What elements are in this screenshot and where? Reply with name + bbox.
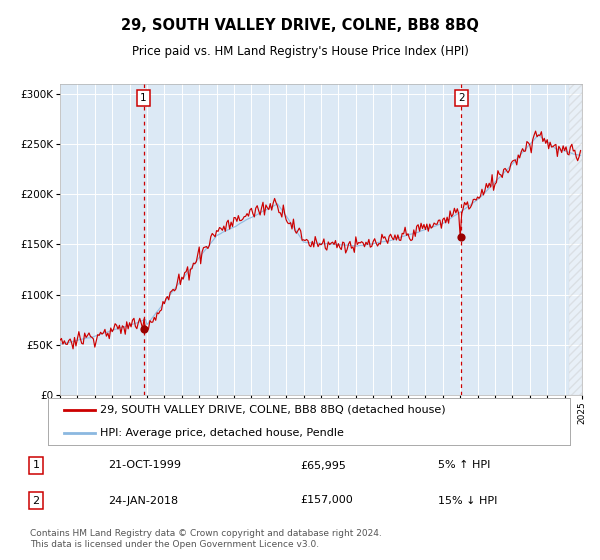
Point [457,233,466,242]
Text: 2: 2 [32,496,40,506]
Text: 1: 1 [140,94,147,104]
Point [139,324,148,333]
Text: 21-OCT-1999: 21-OCT-1999 [108,460,181,470]
Text: 2: 2 [458,94,465,104]
Text: 24-JAN-2018: 24-JAN-2018 [108,496,178,506]
Text: 5% ↑ HPI: 5% ↑ HPI [438,460,490,470]
Text: 29, SOUTH VALLEY DRIVE, COLNE, BB8 8BQ: 29, SOUTH VALLEY DRIVE, COLNE, BB8 8BQ [121,18,479,32]
Text: 29, SOUTH VALLEY DRIVE, COLNE, BB8 8BQ (detached house): 29, SOUTH VALLEY DRIVE, COLNE, BB8 8BQ (… [100,404,446,414]
Text: HPI: Average price, detached house, Pendle: HPI: Average price, detached house, Pend… [100,428,344,438]
Bar [569,84,582,395]
Text: 1: 1 [32,460,40,470]
Text: 15% ↓ HPI: 15% ↓ HPI [438,496,497,506]
Text: Price paid vs. HM Land Registry's House Price Index (HPI): Price paid vs. HM Land Registry's House … [131,45,469,58]
Text: £65,995: £65,995 [300,460,346,470]
Text: £157,000: £157,000 [300,496,353,506]
Text: Contains HM Land Registry data © Crown copyright and database right 2024.
This d: Contains HM Land Registry data © Crown c… [30,529,382,549]
